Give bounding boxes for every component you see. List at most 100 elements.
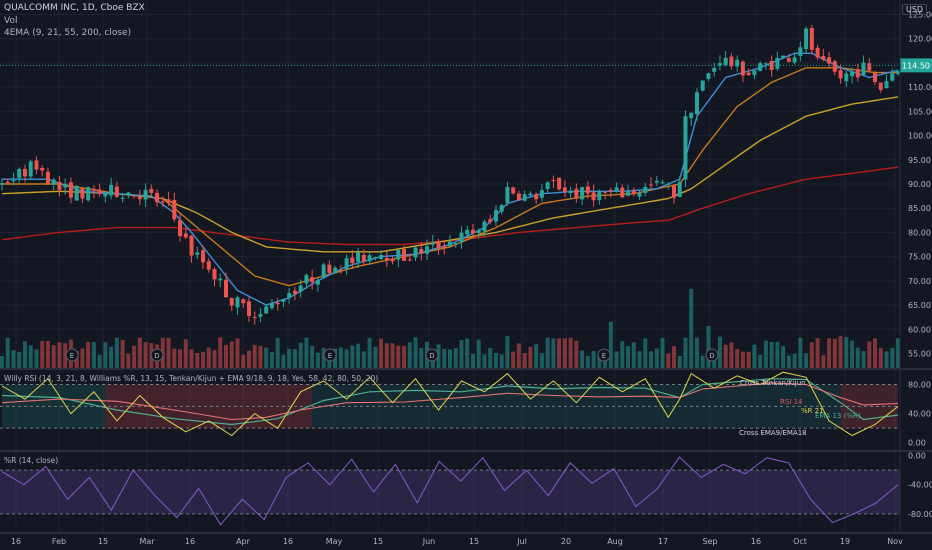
time-tick-label: 16 [11, 537, 21, 546]
volume-bar [867, 341, 872, 368]
volume-bar [143, 342, 148, 368]
price-tick-label: 95.00 [908, 156, 931, 165]
volume-bar [183, 339, 188, 368]
time-tick-label: 16 [751, 537, 761, 546]
candle [855, 69, 860, 78]
candle [832, 61, 837, 72]
ema_9-line [2, 52, 899, 306]
earnings-marker-label: D [709, 352, 714, 360]
volume-bar [815, 338, 820, 368]
price-tick-label: 100.00 [908, 132, 932, 141]
candle [361, 254, 366, 262]
volume-bar [448, 349, 452, 368]
volume-bar [465, 338, 470, 368]
symbol-title[interactable]: QUALCOMM INC, 1D, Cboe BZX [4, 3, 145, 13]
volume-bar [482, 354, 487, 368]
candle [672, 185, 676, 198]
candle [838, 70, 843, 79]
candle [258, 314, 263, 317]
volume-bar [654, 348, 659, 368]
volume-bar [453, 348, 458, 368]
price-tick-label: 105.00 [908, 107, 932, 116]
candle [109, 184, 114, 196]
volume-bar [109, 346, 114, 368]
candle [356, 252, 361, 262]
price-tick-label: 55.00 [908, 349, 931, 358]
candle [746, 72, 751, 76]
candle [315, 280, 320, 285]
candle [557, 177, 562, 190]
candle [706, 73, 711, 80]
candle [86, 187, 91, 201]
volume-bar [178, 349, 183, 368]
candle [603, 191, 608, 193]
rsi-annotation: Cross Tenkan/Kijun [740, 379, 806, 387]
earnings-marker-label: E [328, 352, 332, 360]
candle [694, 92, 699, 115]
volume-bar [798, 337, 803, 368]
volume-bar [132, 345, 137, 368]
candle [419, 248, 424, 254]
candle [0, 183, 4, 185]
volume-label[interactable]: Vol [4, 16, 18, 26]
price-tag [900, 58, 932, 73]
volume-bar [626, 346, 631, 368]
volume-bar [470, 353, 475, 368]
volume-bar [206, 347, 211, 368]
currency-selector[interactable]: USD [902, 4, 928, 15]
volume-bar [419, 348, 424, 368]
price-tick-label: 90.00 [908, 180, 931, 189]
volume-bar [361, 351, 366, 368]
ema-indicator-label[interactable]: 4EMA (9, 21, 55, 200, close) [4, 28, 132, 38]
volume-bar [252, 344, 257, 368]
candle [22, 168, 27, 177]
candle [40, 167, 45, 171]
volume-bar [51, 345, 56, 368]
candle [470, 229, 475, 234]
volume-bar [114, 337, 119, 368]
candle [844, 73, 849, 82]
volume-bar [28, 345, 33, 368]
candle [367, 255, 372, 262]
volume-bar [476, 339, 481, 368]
volume-bar [861, 351, 866, 368]
candle [511, 187, 516, 194]
candle [516, 193, 521, 201]
volume-bar [551, 338, 556, 368]
candle [850, 71, 855, 77]
volume-bar [821, 355, 826, 368]
candle [114, 186, 119, 197]
candle [201, 250, 206, 263]
candle [396, 249, 401, 260]
candle [654, 180, 659, 183]
candle [195, 252, 200, 255]
volume-bar [63, 343, 68, 368]
candle [476, 230, 481, 234]
volume-bar [769, 341, 774, 368]
rsi-annotation: RSI 14 [780, 398, 803, 406]
wr-tick-label: -40.00 [908, 481, 932, 490]
candle [120, 197, 125, 199]
volume-bar [298, 342, 303, 368]
candle [5, 181, 10, 184]
candle [132, 195, 137, 197]
earnings-marker [65, 348, 79, 362]
candle [585, 186, 590, 194]
volume-bar [407, 342, 412, 368]
volume-bar [367, 337, 372, 368]
candle [608, 189, 613, 192]
time-tick-label: 15 [373, 537, 383, 546]
volume-bar [539, 353, 544, 368]
candle [235, 297, 240, 308]
candle [614, 187, 619, 192]
volume-bar [545, 337, 550, 368]
candle [379, 255, 384, 260]
earnings-marker-label: E [70, 352, 74, 360]
candle [781, 55, 786, 59]
volume-bar [672, 346, 676, 368]
candle [528, 193, 533, 196]
time-tick-label: 16 [283, 537, 293, 546]
candle [407, 259, 412, 261]
time-tick-label: 15 [98, 537, 108, 546]
